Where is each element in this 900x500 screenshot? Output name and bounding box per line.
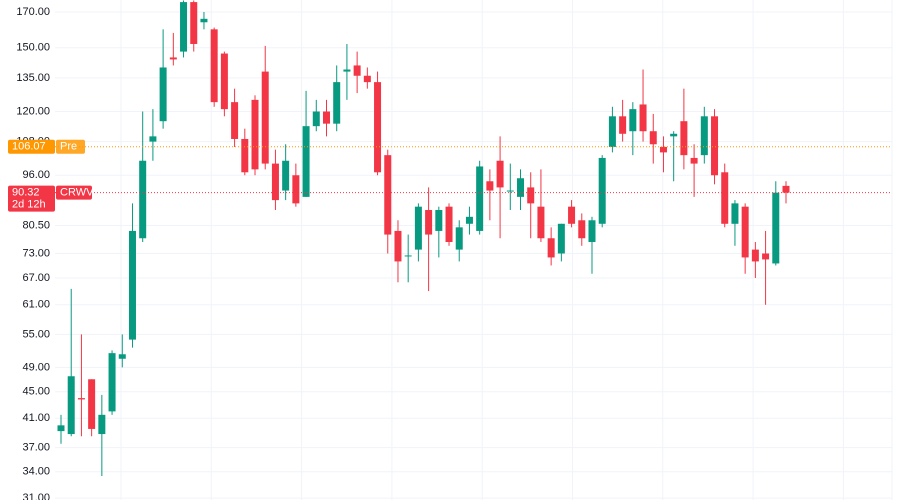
candle-body xyxy=(557,223,565,254)
price-tag: Pre xyxy=(60,141,77,153)
price-label: 106.07 xyxy=(12,141,46,153)
candle-body xyxy=(506,190,514,192)
candle-body xyxy=(649,131,657,145)
candle-body xyxy=(588,220,596,242)
candle-body xyxy=(77,398,85,400)
candle-body xyxy=(108,353,116,412)
candle-body xyxy=(67,376,75,435)
candle-body xyxy=(282,160,290,191)
candle-body xyxy=(414,206,422,250)
candle-body xyxy=(578,220,586,239)
candle-body xyxy=(741,206,749,258)
candle-body xyxy=(190,2,198,44)
y-tick-label: 49.00 xyxy=(22,361,50,373)
candle-body xyxy=(139,160,147,239)
candle-body xyxy=(333,82,341,124)
candle-body xyxy=(169,57,177,60)
y-tick-label: 80.50 xyxy=(22,219,50,231)
y-tick-label: 41.00 xyxy=(22,412,50,424)
y-tick-label: 150.00 xyxy=(16,42,50,54)
candle-body xyxy=(180,2,188,52)
candle-body xyxy=(772,192,780,264)
candle-body xyxy=(527,187,535,204)
candle-body xyxy=(384,155,392,235)
candle-body xyxy=(690,157,698,164)
candle-body xyxy=(231,102,239,139)
candle-body xyxy=(302,126,310,197)
y-tick-label: 73.00 xyxy=(22,247,50,259)
price-label: 90.32 xyxy=(12,187,40,199)
candle-body xyxy=(210,29,218,103)
candle-body xyxy=(374,82,382,173)
y-tick-label: 55.00 xyxy=(22,328,50,340)
candle-body xyxy=(445,206,453,242)
price-countdown: 2d 12h xyxy=(12,199,46,211)
price-label-bg xyxy=(8,139,55,154)
candle-body xyxy=(568,206,576,224)
candle-body xyxy=(670,133,678,137)
price-label-bg xyxy=(8,185,55,212)
candle-body xyxy=(322,111,330,124)
candle-body xyxy=(98,414,106,435)
candle-body xyxy=(598,157,606,224)
candle-body xyxy=(547,238,555,258)
price-tag: CRWV xyxy=(60,187,94,199)
candle-body xyxy=(751,249,759,262)
candle-body xyxy=(251,99,259,170)
candle-body xyxy=(88,379,96,429)
y-tick-label: 135.00 xyxy=(16,72,50,84)
y-tick-label: 170.00 xyxy=(16,6,50,18)
candle-body xyxy=(680,121,688,156)
candle-body xyxy=(312,111,320,127)
candle-body xyxy=(149,136,157,142)
candle-body xyxy=(465,216,473,224)
candle-body xyxy=(782,185,790,193)
candle-body xyxy=(425,210,433,235)
candle-body xyxy=(700,116,708,156)
price-tag-bg xyxy=(56,139,85,154)
price-tag-bg xyxy=(56,185,92,200)
candle-body xyxy=(343,69,351,72)
y-tick-label: 31.00 xyxy=(22,492,50,500)
candle-body xyxy=(57,425,65,432)
y-tick-label: 120.00 xyxy=(16,105,50,117)
y-tick-label: 45.00 xyxy=(22,386,50,398)
candle-body xyxy=(496,160,504,188)
candle-body xyxy=(476,166,484,231)
candle-body xyxy=(271,163,279,201)
candle-body xyxy=(731,203,739,224)
candle-body xyxy=(159,67,167,122)
candle-body xyxy=(711,116,719,176)
candle-body xyxy=(363,75,371,83)
candle-body xyxy=(639,104,647,132)
candle-body xyxy=(200,18,208,23)
candle-body xyxy=(353,65,361,76)
candle-body xyxy=(292,175,300,204)
candle-body xyxy=(261,71,269,164)
candle-body xyxy=(220,53,228,110)
y-tick-label: 96.00 xyxy=(22,169,50,181)
candle-body xyxy=(762,253,770,260)
y-tick-label: 34.00 xyxy=(22,466,50,478)
candle-body xyxy=(128,230,136,340)
y-tick-label: 37.00 xyxy=(22,442,50,454)
candle-body xyxy=(537,206,545,239)
y-tick-label: 61.00 xyxy=(22,299,50,311)
candle-body xyxy=(118,354,126,359)
candle-body xyxy=(404,255,412,257)
candle-body xyxy=(517,178,525,197)
candle-body xyxy=(721,172,729,224)
y-tick-label: 67.00 xyxy=(22,272,50,284)
candle-body xyxy=(619,116,627,134)
candle-body xyxy=(435,210,443,231)
candle-body xyxy=(455,227,463,250)
candle-body xyxy=(629,109,637,132)
candle-body xyxy=(486,181,494,191)
candle-body xyxy=(608,116,616,147)
candle-body xyxy=(394,230,402,262)
candle-body xyxy=(659,146,667,153)
candle-body xyxy=(241,138,249,173)
